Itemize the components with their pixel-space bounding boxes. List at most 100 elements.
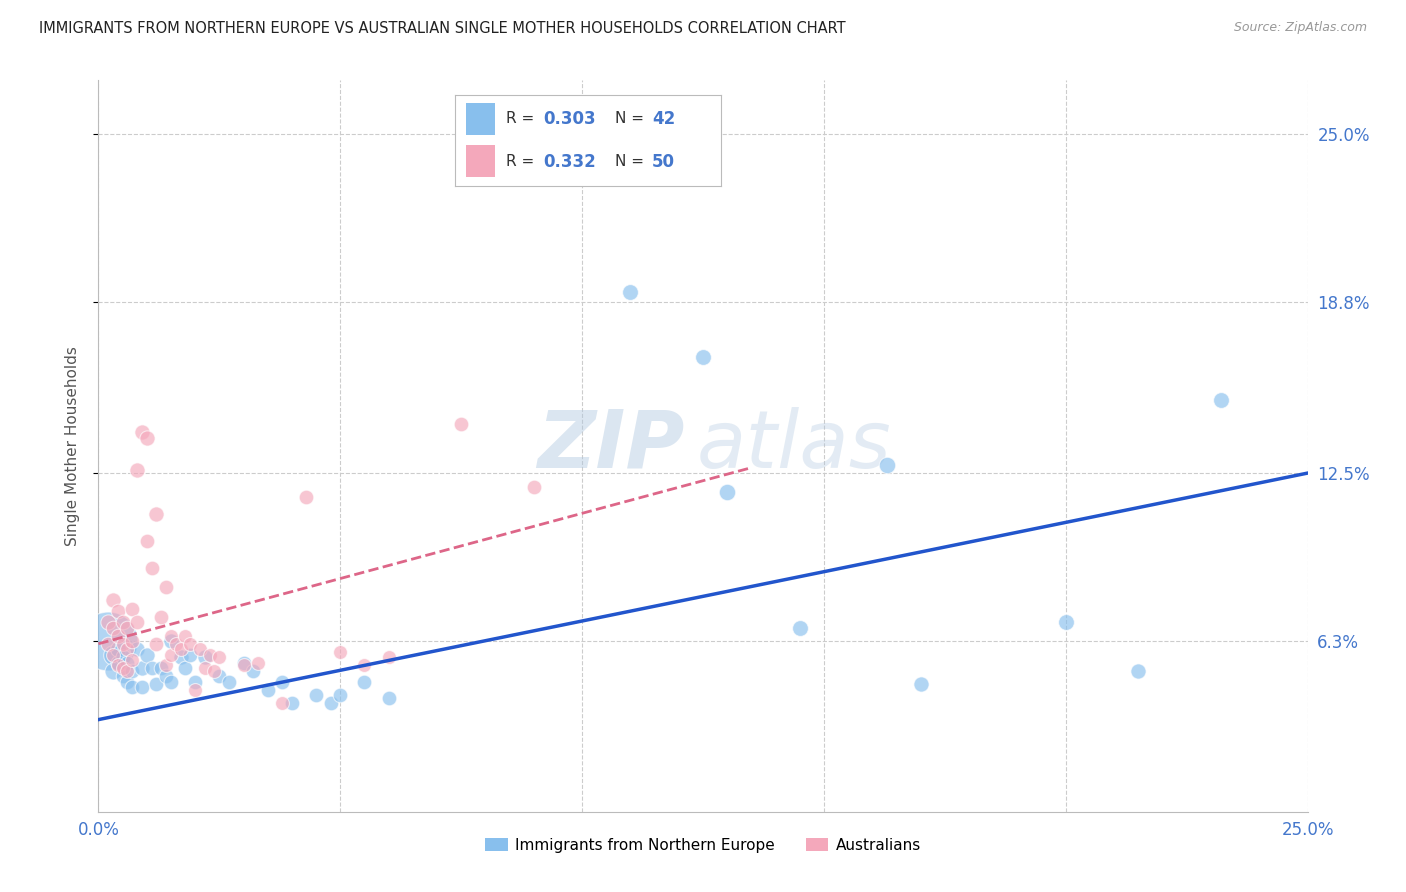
Point bbox=[131, 425, 153, 440]
Point bbox=[523, 133, 546, 147]
Point bbox=[876, 458, 898, 472]
Point bbox=[377, 650, 399, 665]
Point bbox=[121, 680, 143, 694]
Point bbox=[111, 661, 134, 675]
Point bbox=[107, 629, 129, 643]
Point bbox=[127, 642, 149, 657]
Point bbox=[232, 656, 254, 670]
Point bbox=[155, 669, 177, 683]
Text: ZIP: ZIP bbox=[537, 407, 685, 485]
Point bbox=[160, 634, 183, 648]
Point bbox=[169, 650, 191, 665]
Point bbox=[107, 642, 129, 657]
Point bbox=[121, 601, 143, 615]
Point bbox=[179, 648, 201, 662]
Point bbox=[121, 634, 143, 648]
Point bbox=[174, 661, 197, 675]
Point bbox=[789, 620, 811, 634]
Point bbox=[305, 688, 328, 702]
Point bbox=[155, 658, 177, 673]
Point bbox=[281, 697, 304, 711]
Point bbox=[111, 650, 134, 665]
Point bbox=[127, 463, 149, 477]
Point bbox=[377, 690, 399, 705]
Point bbox=[117, 674, 139, 689]
Point bbox=[117, 620, 139, 634]
Point bbox=[145, 637, 167, 651]
Point bbox=[353, 674, 375, 689]
Point bbox=[169, 642, 191, 657]
Point bbox=[141, 661, 163, 675]
Point bbox=[160, 674, 183, 689]
Point bbox=[97, 634, 120, 648]
Point bbox=[295, 491, 318, 505]
Point bbox=[208, 650, 231, 665]
Text: Source: ZipAtlas.com: Source: ZipAtlas.com bbox=[1233, 21, 1367, 35]
Point bbox=[329, 688, 352, 702]
Point bbox=[135, 648, 157, 662]
Point bbox=[121, 664, 143, 678]
Point bbox=[111, 615, 134, 629]
Point bbox=[101, 648, 124, 662]
Point bbox=[1209, 392, 1232, 407]
Point bbox=[353, 658, 375, 673]
Point bbox=[107, 604, 129, 618]
Point bbox=[256, 682, 278, 697]
Point bbox=[165, 637, 187, 651]
Point bbox=[247, 656, 270, 670]
Point bbox=[101, 620, 124, 634]
Point bbox=[218, 674, 240, 689]
Point bbox=[242, 664, 264, 678]
Point bbox=[145, 507, 167, 521]
Point bbox=[184, 674, 207, 689]
Point bbox=[319, 697, 342, 711]
Point bbox=[117, 656, 139, 670]
Point bbox=[184, 682, 207, 697]
Point bbox=[160, 629, 183, 643]
Legend: Immigrants from Northern Europe, Australians: Immigrants from Northern Europe, Austral… bbox=[478, 831, 928, 859]
Point bbox=[135, 431, 157, 445]
Point bbox=[716, 485, 738, 500]
Text: atlas: atlas bbox=[697, 407, 891, 485]
Point bbox=[188, 642, 211, 657]
Point bbox=[111, 669, 134, 683]
Point bbox=[107, 656, 129, 670]
Point bbox=[1054, 615, 1077, 629]
Point bbox=[141, 561, 163, 575]
Point bbox=[329, 645, 352, 659]
Point bbox=[208, 669, 231, 683]
Text: IMMIGRANTS FROM NORTHERN EUROPE VS AUSTRALIAN SINGLE MOTHER HOUSEHOLDS CORRELATI: IMMIGRANTS FROM NORTHERN EUROPE VS AUSTR… bbox=[39, 21, 846, 37]
Point bbox=[910, 677, 932, 691]
Point bbox=[1128, 664, 1150, 678]
Point bbox=[150, 609, 173, 624]
Point bbox=[97, 615, 120, 629]
Point bbox=[619, 285, 641, 299]
Point bbox=[174, 629, 197, 643]
Y-axis label: Single Mother Households: Single Mother Households bbox=[65, 346, 80, 546]
Point bbox=[131, 661, 153, 675]
Point bbox=[271, 697, 294, 711]
Point bbox=[145, 677, 167, 691]
Point bbox=[692, 350, 714, 364]
Point bbox=[232, 658, 254, 673]
Point bbox=[97, 637, 120, 651]
Point bbox=[179, 637, 201, 651]
Point bbox=[194, 650, 217, 665]
Point bbox=[101, 664, 124, 678]
Point bbox=[121, 653, 143, 667]
Point bbox=[155, 580, 177, 594]
Point bbox=[101, 593, 124, 607]
Point bbox=[198, 648, 221, 662]
Point bbox=[450, 417, 472, 432]
Point bbox=[150, 661, 173, 675]
Point bbox=[117, 642, 139, 657]
Point bbox=[523, 480, 546, 494]
Point bbox=[117, 664, 139, 678]
Point bbox=[271, 674, 294, 689]
Point bbox=[127, 615, 149, 629]
Point bbox=[131, 680, 153, 694]
Point bbox=[194, 661, 217, 675]
Point bbox=[160, 648, 183, 662]
Point bbox=[111, 637, 134, 651]
Point bbox=[101, 648, 124, 662]
